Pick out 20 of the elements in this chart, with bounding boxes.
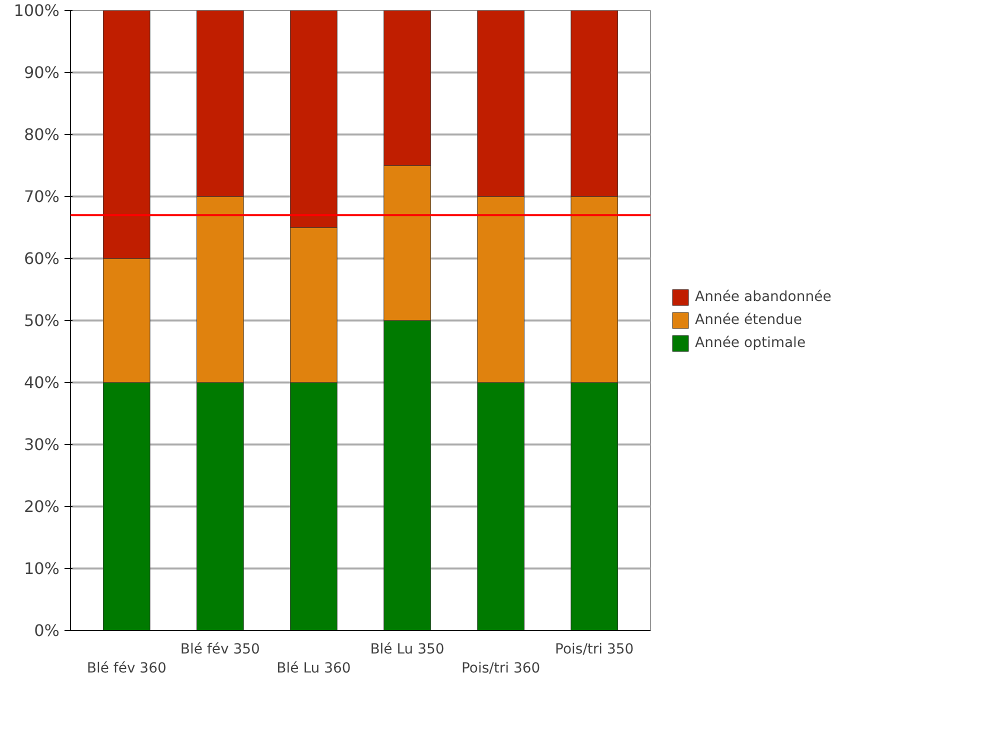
x-tick-label: Pois/tri 350 xyxy=(555,642,634,658)
x-tick-label: Blé fév 350 xyxy=(180,642,260,658)
y-tick-label: 40% xyxy=(24,373,60,392)
y-tick-label: 60% xyxy=(24,249,60,268)
x-tick-label: Blé Lu 350 xyxy=(370,642,444,658)
y-tick-label: 20% xyxy=(24,497,60,516)
x-tick-label: Blé Lu 360 xyxy=(276,660,351,677)
legend-label: Année étendue xyxy=(695,312,802,328)
legend-label: Année abandonnée xyxy=(695,289,832,305)
y-tick-label: 30% xyxy=(24,435,60,454)
y-tick-label: 90% xyxy=(24,63,60,82)
y-tick-label: 10% xyxy=(24,559,60,578)
x-tick-label: Blé fév 360 xyxy=(86,660,166,677)
x-tick-label: Pois/tri 360 xyxy=(461,660,540,677)
legend-label: Année optimale xyxy=(695,335,806,351)
y-tick-label: 80% xyxy=(24,125,60,144)
y-tick-label: 70% xyxy=(24,187,60,206)
y-tick-label: 0% xyxy=(34,621,60,640)
y-tick-label: 100% xyxy=(14,1,60,20)
y-tick-label: 50% xyxy=(24,311,60,330)
